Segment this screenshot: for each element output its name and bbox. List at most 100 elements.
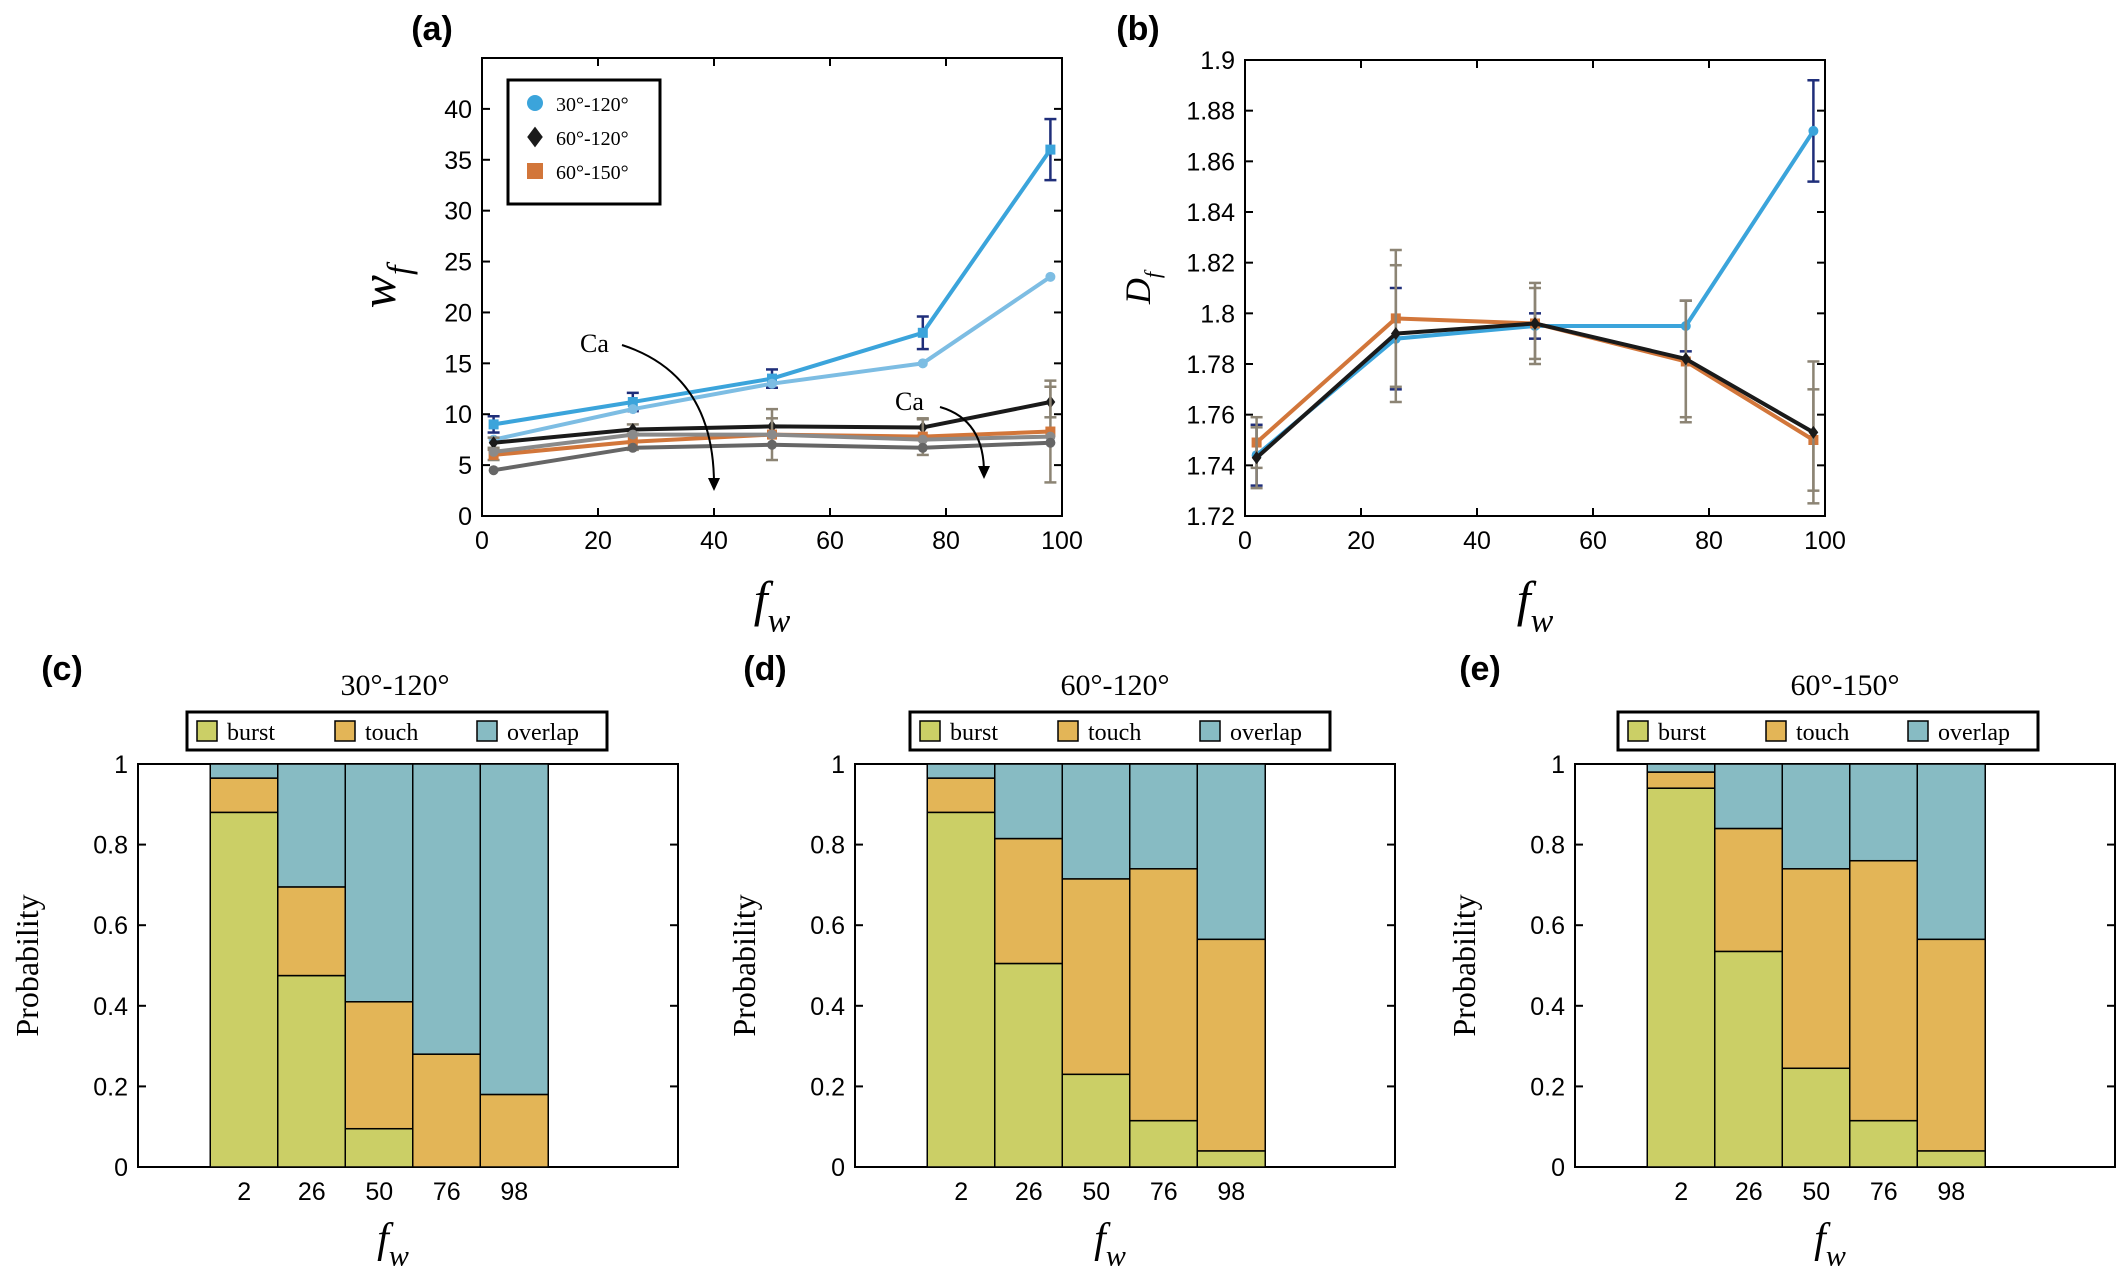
legend-label-c: burst <box>227 720 275 746</box>
data-point-b <box>1530 316 1540 330</box>
y-axis-label-a-main: w <box>350 275 406 308</box>
bar-segment-touch-e <box>1781 868 1851 1070</box>
x-tick-label-e: 2 <box>1674 1178 1688 1206</box>
x-tick-label-e: 26 <box>1735 1178 1763 1206</box>
legend-swatch-d <box>1057 720 1079 742</box>
bar-segment-touch-e <box>1714 827 1784 953</box>
legend-swatch-d <box>1199 720 1221 742</box>
y-tick-label-c: 0 <box>114 1154 128 1182</box>
legend-label-c: touch <box>365 720 418 746</box>
panel-d: (d) 60°-120° burst touch overlap 0 0.2 0.4 0.6 0.… <box>726 650 1396 1206</box>
legend-label-d: burst <box>950 720 998 746</box>
legend-swatch-c <box>476 720 498 742</box>
data-point-a <box>627 436 638 447</box>
data-point-a <box>1045 437 1056 448</box>
y-tick-label-b: 1.88 <box>1186 98 1235 126</box>
x-axis-label-a: fw <box>754 571 791 639</box>
legend-swatch-c <box>196 720 218 742</box>
y-tick-label-a: 40 <box>444 96 472 124</box>
bar-segment-touch-c <box>412 1053 482 1168</box>
bar-segment-touch-c <box>209 777 279 814</box>
bar-segment-overlap-c <box>209 763 279 779</box>
y-tick-label-b: 1.74 <box>1186 452 1235 480</box>
y-tick-label-e: 0.4 <box>1530 993 1565 1021</box>
bar-segment-overlap-d <box>1196 763 1266 941</box>
data-point-a <box>767 439 777 450</box>
x-tick-label-c: 76 <box>433 1178 461 1206</box>
annotation-arrow-1 <box>621 344 716 488</box>
x-tick-label-c: 50 <box>365 1178 393 1206</box>
legend-swatch-e <box>1765 720 1787 742</box>
data-point-b <box>1251 451 1262 465</box>
panel-e: (e) 60°-150° burst touch overlap 0 0.2 0.4 0.6 0.… <box>1446 650 2116 1206</box>
data-point-a <box>488 465 499 476</box>
data-point-b <box>1390 327 1401 341</box>
annotation-ca-2: Ca <box>895 387 924 416</box>
panel-b: (b) 0 20 40 60 80 100 1.72 1.74 1.76 1.78 1.8 1.82 1.… <box>1116 10 1846 555</box>
legend-swatch-c <box>334 720 356 742</box>
x-tick-label-a: 40 <box>700 527 728 555</box>
bar-segment-burst-c <box>344 1127 414 1168</box>
data-point-a <box>917 327 928 338</box>
chart-title-d: 60°-120° <box>1061 669 1170 702</box>
legend-label-d: overlap <box>1230 720 1302 746</box>
legend-marker-a <box>527 126 543 148</box>
y-tick-label-d: 0.2 <box>810 1073 845 1101</box>
legend-label-e: overlap <box>1938 720 2010 746</box>
y-axis-label-e: Probability <box>1446 894 1482 1036</box>
legend-swatch-e <box>1627 720 1649 742</box>
data-point-a <box>767 373 777 384</box>
bar-segment-touch-d <box>1061 878 1131 1076</box>
legend-a: 30°-120° 60°-120° 60°-150° Ca Ca <box>506 78 990 491</box>
bar-segment-burst-d <box>1129 1119 1199 1168</box>
data-point-a <box>917 358 928 369</box>
bar-segment-overlap-d <box>1061 763 1131 880</box>
legend-box-d <box>908 710 1332 752</box>
data-point-a <box>488 419 499 430</box>
x-tick-label-c: 26 <box>298 1178 326 1206</box>
legend-swatch-e <box>1907 720 1929 742</box>
legend-label-d: touch <box>1088 720 1141 746</box>
y-tick-label-d: 0 <box>831 1154 845 1182</box>
bar-segment-burst-d <box>1196 1150 1266 1168</box>
bar-segment-overlap-e <box>1714 763 1784 830</box>
data-point-b <box>1680 352 1691 366</box>
y-tick-label-b: 1.76 <box>1186 402 1235 430</box>
y-tick-label-d: 0.8 <box>810 832 845 860</box>
legend-marker-a <box>527 95 543 111</box>
y-axis-label-a-sub: f <box>381 261 418 275</box>
panel-label-b: (b) <box>1116 10 1159 48</box>
data-point-a <box>627 397 638 408</box>
x-tick-label-b: 80 <box>1695 527 1723 555</box>
panel-label-e: (e) <box>1459 650 1501 688</box>
legend-label-e: burst <box>1658 720 1706 746</box>
bar-segment-burst-e <box>1714 950 1784 1168</box>
y-tick-label-a: 35 <box>444 147 472 175</box>
x-tick-label-d: 50 <box>1082 1178 1110 1206</box>
y-tick-label-a: 20 <box>444 299 472 327</box>
y-tick-label-e: 0 <box>1551 1154 1565 1182</box>
y-tick-label-b: 1.78 <box>1186 351 1235 379</box>
x-tick-label-e: 50 <box>1802 1178 1830 1206</box>
x-axis-label-c: fw <box>377 1216 409 1272</box>
y-axis-label-b-main: D <box>1118 278 1158 305</box>
bar-segment-burst-e <box>1646 787 1716 1168</box>
y-tick-label-c: 0.8 <box>93 832 128 860</box>
x-tick-label-b: 40 <box>1463 527 1491 555</box>
y-tick-label-e: 0.8 <box>1530 832 1565 860</box>
x-tick-label-c: 98 <box>500 1178 528 1206</box>
bar-segment-burst-e <box>1916 1150 1986 1168</box>
x-axis-label-b: fw <box>1517 571 1554 639</box>
annotation-arrow-2 <box>939 406 986 476</box>
legend-label-a: 60°-120° <box>556 128 629 150</box>
data-point-b <box>1808 425 1819 439</box>
x-axis-label-a-text: fw <box>754 571 791 639</box>
data-point-a <box>767 378 777 389</box>
x-tick-label-b: 100 <box>1804 527 1846 555</box>
data-point-a <box>627 442 638 453</box>
bar-segment-overlap-e <box>1849 763 1919 862</box>
data-point-a <box>488 436 499 450</box>
y-tick-label-a: 5 <box>458 452 472 480</box>
bar-segment-overlap-c <box>277 763 347 888</box>
bar-segment-overlap-e <box>1916 763 1986 941</box>
